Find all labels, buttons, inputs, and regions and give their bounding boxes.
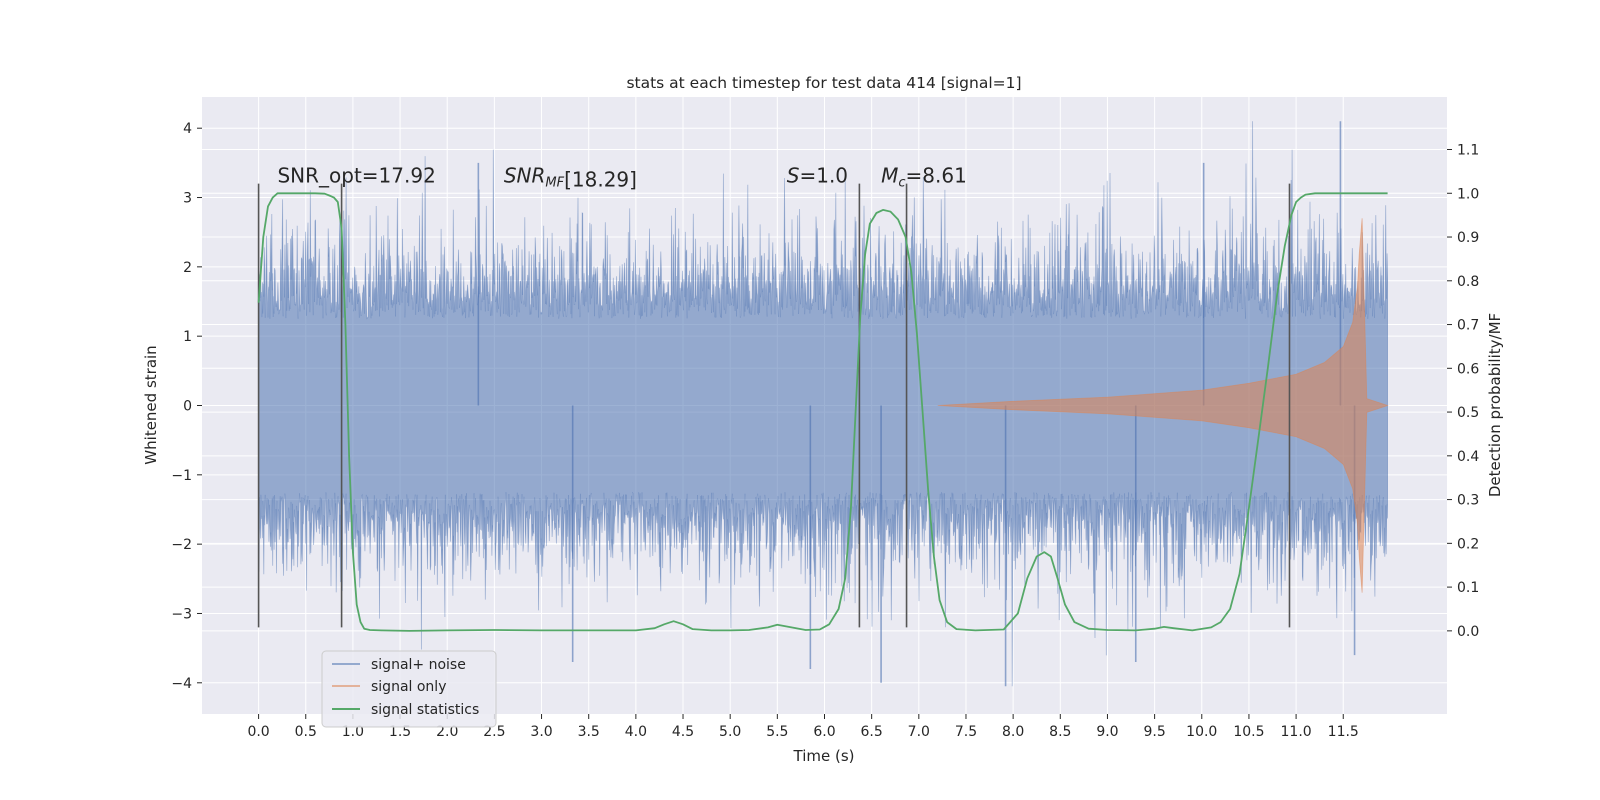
x-tick-label: 2.0 (436, 724, 458, 740)
y-tick-label: 1 (183, 329, 192, 345)
annotation-text: SNR_opt=17.92 (277, 164, 435, 188)
x-tick-label: 4.5 (672, 724, 694, 740)
x-tick-label: 4.0 (625, 724, 647, 740)
y2-tick-label: 0.9 (1457, 230, 1479, 246)
x-tick-label: 6.5 (861, 724, 883, 740)
y-axis-label: Whitened strain (142, 345, 160, 464)
y-tick-label: 2 (183, 260, 192, 276)
x-tick-label: 7.0 (908, 724, 930, 740)
y-tick-label: −3 (171, 606, 192, 622)
x-tick-label: 3.0 (530, 724, 552, 740)
y-axis-ticks: −4 −3 −2 −1 0 1 2 3 4 (171, 121, 202, 692)
x-tick-label: 9.0 (1096, 724, 1118, 740)
chart-title: stats at each timestep for test data 414… (626, 74, 1021, 92)
x-tick-label: 9.5 (1143, 724, 1165, 740)
y2-tick-label: 0.7 (1457, 318, 1479, 334)
x-tick-label: 8.5 (1049, 724, 1071, 740)
y2-axis-label: Detection probability/MF (1486, 313, 1504, 497)
y2-tick-label: 0.3 (1457, 493, 1479, 509)
y2-tick-label: 0.1 (1457, 580, 1479, 596)
x-tick-label: 11.5 (1328, 724, 1359, 740)
annotation-text: S=1.0 (787, 164, 848, 188)
y-tick-label: 4 (183, 121, 192, 137)
y-tick-label: −2 (171, 537, 192, 553)
legend-box (321, 650, 497, 728)
y-tick-label: −4 (171, 676, 192, 692)
x-tick-label: 10.0 (1186, 724, 1217, 740)
y2-tick-label: 0.8 (1457, 274, 1479, 290)
noise-trace (258, 121, 1388, 687)
y-tick-label: 0 (183, 399, 192, 415)
x-tick-label: 1.5 (389, 724, 411, 740)
x-tick-label: 1.0 (342, 724, 364, 740)
signal-only-series (937, 218, 1389, 593)
x-tick-label: 5.0 (719, 724, 741, 740)
x-tick-label: 3.5 (578, 724, 600, 740)
x-tick-label: 8.0 (1002, 724, 1024, 740)
y-tick-label: −1 (171, 468, 192, 484)
y2-tick-label: 0.2 (1457, 536, 1479, 552)
annotations: SNR_opt=17.92 SNRMF[18.29] S=1.0 Mc=8.61 (277, 164, 966, 192)
legend-label-signal-statistics: signal statistics (371, 702, 479, 718)
annotation-text: SNRMF[18.29] (504, 164, 637, 192)
x-tick-label: 0.0 (247, 724, 269, 740)
y2-tick-label: 0.0 (1457, 624, 1479, 640)
y-tick-label: 3 (183, 191, 192, 207)
x-tick-label: 2.5 (483, 724, 505, 740)
x-tick-label: 10.5 (1233, 724, 1264, 740)
x-tick-label: 7.5 (955, 724, 977, 740)
x-tick-label: 0.5 (295, 724, 317, 740)
statistics-line (257, 192, 1388, 632)
y2-tick-label: 0.5 (1457, 405, 1479, 421)
y2-axis-ticks: 0.0 0.1 0.2 0.3 0.4 0.5 0.6 0.7 0.8 0.9 1.0 1.1 (1447, 143, 1479, 640)
legend-label-signal-noise: signal+ noise (371, 657, 466, 673)
legend: signal+ noise signal only signal statist… (321, 650, 497, 728)
signal-plus-noise-series (258, 121, 1388, 687)
x-tick-label: 6.0 (813, 724, 835, 740)
annotation-text: Mc=8.61 (881, 164, 967, 191)
signal-statistics-series (257, 192, 1388, 632)
x-axis-ticks: 0.0 0.5 1.0 1.5 2.0 2.5 3.0 3.5 4.0 4.5 5.0 5.5 6.0 6… (247, 714, 1359, 740)
x-tick-label: 11.0 (1281, 724, 1312, 740)
signal-chirp (937, 218, 1389, 593)
y2-tick-label: 1.1 (1457, 143, 1479, 159)
x-axis-label: Time (s) (793, 747, 855, 765)
y2-tick-label: 1.0 (1457, 186, 1479, 202)
legend-label-signal-only: signal only (371, 679, 446, 695)
y2-tick-label: 0.4 (1457, 449, 1479, 465)
y2-tick-label: 0.6 (1457, 361, 1479, 377)
vertical-lines (257, 183, 1291, 628)
x-tick-label: 5.5 (766, 724, 788, 740)
